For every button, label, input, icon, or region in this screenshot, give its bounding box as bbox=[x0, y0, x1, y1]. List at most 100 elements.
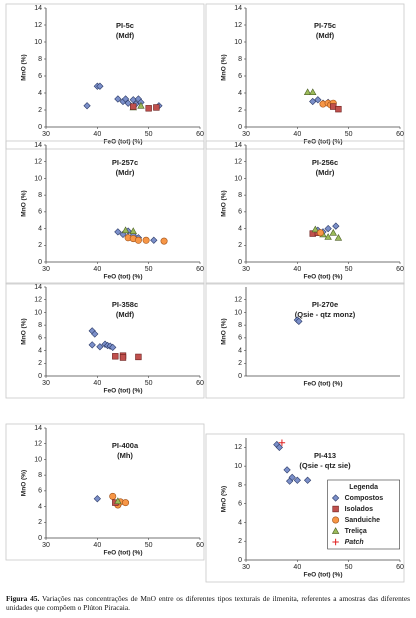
x-tick-label: 30 bbox=[242, 131, 250, 138]
panel-frame bbox=[205, 282, 405, 399]
x-tick-label: 40 bbox=[293, 131, 301, 138]
x-tick-label: 40 bbox=[293, 266, 301, 273]
point bbox=[316, 229, 324, 237]
y-axis-label: MnO (%) bbox=[221, 190, 228, 216]
point bbox=[275, 443, 283, 452]
x-tick-label: 60 bbox=[196, 131, 204, 138]
panel-subtitle: (Mdr) bbox=[116, 168, 135, 177]
point bbox=[83, 102, 91, 110]
point bbox=[334, 233, 343, 241]
x-tick-label: 60 bbox=[196, 542, 204, 549]
y-tick-label: 6 bbox=[38, 335, 42, 342]
panel-frame bbox=[5, 3, 205, 150]
y-tick-label: 2 bbox=[238, 107, 242, 114]
y-tick-label: 10 bbox=[34, 175, 42, 182]
point bbox=[122, 499, 130, 507]
y-tick-label: 8 bbox=[38, 56, 42, 63]
x-axis-label: FeO (tot) (%) bbox=[304, 139, 343, 146]
y-tick-label: 14 bbox=[34, 425, 42, 432]
point bbox=[160, 237, 168, 245]
y-tick-label: 10 bbox=[34, 456, 42, 463]
point bbox=[335, 105, 342, 113]
point bbox=[114, 497, 122, 504]
panel-subtitle: (Mh) bbox=[117, 451, 133, 460]
x-tick-label: 40 bbox=[93, 131, 101, 138]
y-tick-label: 8 bbox=[238, 56, 242, 63]
y-tick-label: 2 bbox=[38, 242, 42, 249]
y-tick-label: 0 bbox=[238, 373, 242, 380]
point bbox=[114, 95, 122, 103]
x-axis-label: FeO (tot) (%) bbox=[104, 550, 143, 557]
point bbox=[332, 222, 340, 230]
y-tick-label: 0 bbox=[238, 557, 242, 564]
y-tick-label: 2 bbox=[238, 360, 242, 367]
x-axis-label: FeO (tot) (%) bbox=[104, 388, 143, 395]
x-tick-label: 30 bbox=[242, 266, 250, 273]
x-tick-label: 40 bbox=[293, 564, 301, 571]
legend-label: Compostos bbox=[345, 495, 384, 502]
y-tick-label: 8 bbox=[38, 322, 42, 329]
y-axis-label: MnO (%) bbox=[21, 318, 28, 344]
point bbox=[303, 88, 312, 96]
y-tick-label: 10 bbox=[34, 39, 42, 46]
point bbox=[145, 105, 152, 112]
point bbox=[91, 330, 99, 338]
y-tick-label: 6 bbox=[238, 335, 242, 342]
x-tick-label: 60 bbox=[196, 266, 204, 273]
y-tick-label: 4 bbox=[38, 90, 42, 97]
y-tick-label: 8 bbox=[38, 472, 42, 479]
y-tick-label: 12 bbox=[34, 159, 42, 166]
y-tick-label: 0 bbox=[38, 124, 42, 131]
panel-title: PI-400a bbox=[112, 441, 139, 450]
y-tick-label: 8 bbox=[238, 322, 242, 329]
y-tick-label: 0 bbox=[38, 535, 42, 542]
point bbox=[303, 476, 312, 484]
x-tick-label: 40 bbox=[93, 380, 101, 387]
point bbox=[135, 353, 142, 361]
point bbox=[314, 96, 322, 104]
panel-frame bbox=[5, 282, 205, 399]
point bbox=[121, 226, 130, 234]
point bbox=[93, 495, 101, 503]
legend-marker bbox=[332, 505, 339, 513]
y-tick-label: 12 bbox=[234, 159, 242, 166]
y-tick-label: 4 bbox=[38, 503, 42, 510]
y-tick-label: 12 bbox=[234, 444, 242, 451]
y-tick-label: 6 bbox=[238, 501, 242, 508]
y-tick-label: 14 bbox=[234, 142, 242, 149]
y-tick-label: 10 bbox=[234, 463, 242, 470]
x-tick-label: 60 bbox=[196, 380, 204, 387]
panel-subtitle: (Qsie - qtz sie) bbox=[299, 461, 351, 470]
x-tick-label: 30 bbox=[42, 266, 50, 273]
panel-title: PI-270e bbox=[312, 300, 338, 309]
x-tick-label: 60 bbox=[396, 131, 404, 138]
panel-title: PI-75c bbox=[314, 21, 336, 30]
legend-marker bbox=[332, 538, 339, 546]
legend-marker bbox=[331, 527, 340, 534]
y-tick-label: 14 bbox=[34, 5, 42, 12]
caption: Figura 45. Variações nas concentrações d… bbox=[6, 594, 410, 612]
panel-subtitle: (Mdr) bbox=[316, 168, 335, 177]
panel-title: PI-257c bbox=[112, 158, 138, 167]
legend-label: Treliça bbox=[345, 528, 367, 535]
y-tick-label: 4 bbox=[238, 347, 242, 354]
y-tick-label: 4 bbox=[238, 90, 242, 97]
legend-label: Sanduiche bbox=[345, 517, 381, 524]
point bbox=[329, 228, 337, 236]
point bbox=[153, 104, 160, 111]
point bbox=[130, 103, 137, 110]
panel-subtitle: (Mdf) bbox=[116, 31, 135, 40]
point bbox=[129, 227, 137, 234]
x-tick-label: 60 bbox=[396, 266, 404, 273]
x-axis-label: FeO (tot) (%) bbox=[304, 381, 343, 388]
y-tick-label: 12 bbox=[34, 22, 42, 29]
panel: 0 2 4 6 8 10 12 30 40 50 60 FeO (tot) (%) MnO (%) PI-… bbox=[205, 433, 405, 583]
y-tick-label: 10 bbox=[234, 39, 242, 46]
point bbox=[119, 354, 127, 361]
caption-label: Figura 45. bbox=[6, 594, 40, 603]
